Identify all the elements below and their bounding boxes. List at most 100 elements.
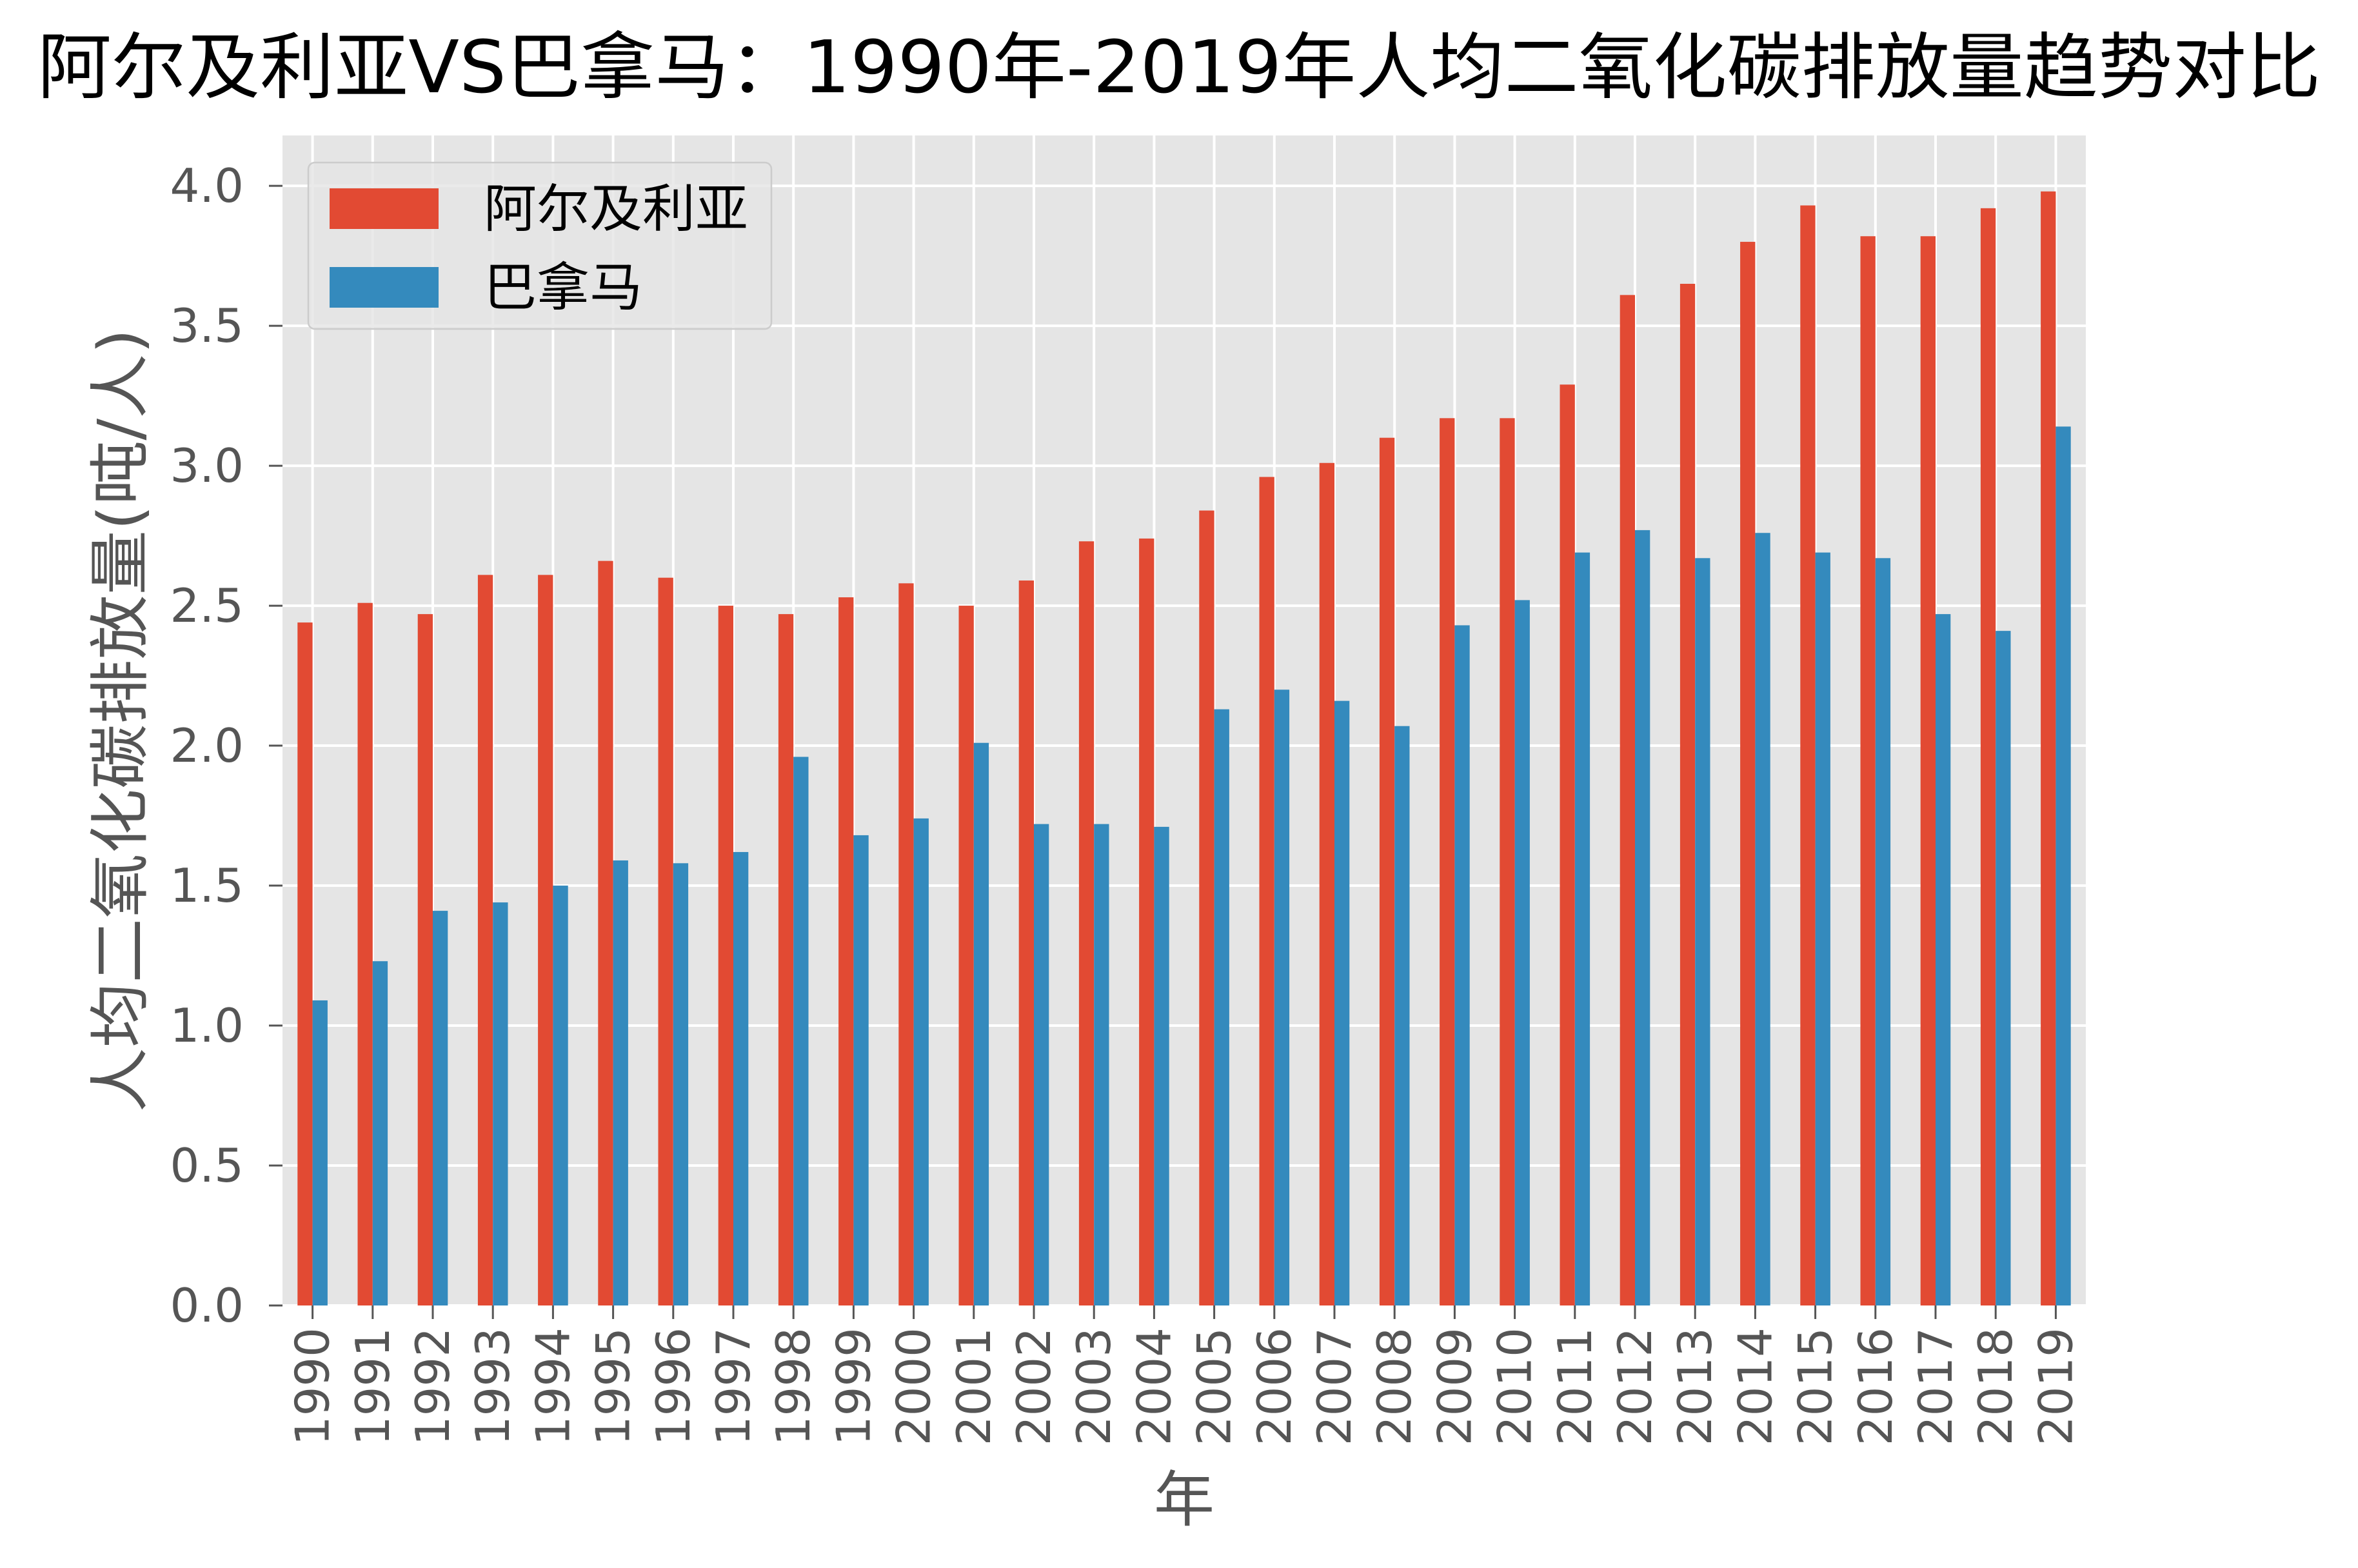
x-tick-labels: 1990 1991 1992 1993 1994 1995 1996 1997 1998 1999… — [286, 1327, 2083, 1445]
bars — [297, 191, 2071, 1306]
bar-algeria-1995 — [598, 561, 613, 1305]
y-axis-label: 人均二氧化碳排放量(吨/人) — [86, 329, 156, 1113]
bar-algeria-1998 — [778, 614, 794, 1306]
x-tick-label: 2002 — [1007, 1327, 1061, 1445]
bar-algeria-2014 — [1740, 241, 1756, 1306]
x-tick-label: 1995 — [586, 1327, 640, 1445]
bar-algeria-1997 — [718, 606, 733, 1305]
bar-panama-1997 — [733, 851, 749, 1305]
x-tick-label: 2011 — [1548, 1327, 1602, 1445]
x-tick-label: 2017 — [1908, 1327, 1963, 1445]
y-tick-label: 3.5 — [170, 299, 244, 353]
bar-algeria-2010 — [1500, 418, 1515, 1305]
bar-algeria-2007 — [1319, 462, 1334, 1306]
bar-algeria-2013 — [1679, 284, 1696, 1306]
bar-panama-2007 — [1334, 700, 1350, 1305]
x-tick-label: 2006 — [1247, 1327, 1302, 1445]
bar-panama-2009 — [1454, 625, 1470, 1306]
x-tick-label: 2000 — [887, 1327, 941, 1445]
legend-label-algeria: 阿尔及利亚 — [484, 179, 748, 239]
bar-panama-1990 — [312, 1000, 328, 1305]
bar-algeria-2009 — [1440, 418, 1455, 1305]
x-tick-label: 2009 — [1427, 1327, 1481, 1445]
x-tick-label: 2010 — [1488, 1327, 1542, 1445]
bar-panama-2017 — [1936, 614, 1951, 1306]
bar-panama-2014 — [1755, 533, 1770, 1305]
x-tick-label: 2012 — [1608, 1327, 1662, 1445]
bar-panama-2006 — [1274, 690, 1290, 1305]
bar-algeria-1992 — [417, 614, 433, 1306]
bar-algeria-1994 — [538, 575, 553, 1305]
x-tick-label: 2008 — [1367, 1327, 1422, 1445]
bar-algeria-2001 — [958, 606, 974, 1305]
bar-panama-2016 — [1875, 558, 1891, 1305]
bar-panama-2019 — [2056, 426, 2071, 1306]
y-tick-label: 1.0 — [170, 998, 244, 1053]
y-tick-label: 1.5 — [170, 858, 244, 913]
x-tick-label: 2005 — [1187, 1327, 1242, 1445]
bar-panama-2008 — [1394, 726, 1410, 1305]
bar-panama-2001 — [973, 742, 989, 1305]
bar-panama-2013 — [1695, 558, 1710, 1305]
x-tick-label: 2016 — [1848, 1327, 1903, 1445]
x-tick-label: 1996 — [646, 1327, 700, 1445]
bar-algeria-2004 — [1139, 538, 1154, 1305]
plot-area — [282, 135, 2086, 1305]
bar-algeria-2016 — [1860, 236, 1876, 1305]
bar-panama-2004 — [1154, 826, 1169, 1305]
bar-panama-2010 — [1514, 600, 1530, 1305]
bar-panama-2018 — [1996, 631, 2011, 1306]
y-tick-label: 4.0 — [170, 159, 244, 213]
bar-algeria-1999 — [838, 597, 854, 1305]
x-tick-label: 1992 — [406, 1327, 460, 1445]
x-tick-label: 2004 — [1127, 1327, 1181, 1445]
x-tick-label: 2013 — [1668, 1327, 1722, 1445]
x-tick-label: 1998 — [766, 1327, 820, 1445]
bar-algeria-1996 — [658, 577, 673, 1306]
bar-algeria-2019 — [2041, 191, 2056, 1306]
bar-algeria-2018 — [1980, 208, 1996, 1306]
bar-algeria-1993 — [477, 575, 493, 1305]
bar-algeria-2002 — [1018, 581, 1034, 1305]
bar-algeria-2012 — [1620, 295, 1635, 1305]
x-tick-label: 1994 — [526, 1327, 580, 1445]
y-tick-label: 2.0 — [170, 719, 244, 773]
legend-swatch-algeria — [330, 188, 439, 229]
x-tick-label: 2019 — [2028, 1327, 2083, 1445]
x-tick-label: 2001 — [947, 1327, 1001, 1445]
bar-panama-2005 — [1214, 709, 1229, 1305]
legend: 阿尔及利亚 巴拿马 — [307, 161, 773, 330]
x-axis-label: 年 — [1154, 1465, 1214, 1536]
y-tick-label: 2.5 — [170, 579, 244, 633]
x-tick-label: 2015 — [1788, 1327, 1843, 1445]
bar-panama-1995 — [613, 860, 628, 1305]
bar-algeria-2011 — [1560, 384, 1575, 1306]
bar-algeria-2015 — [1800, 205, 1816, 1306]
bar-panama-2002 — [1034, 824, 1049, 1305]
y-tick-label: 0.0 — [170, 1278, 244, 1333]
x-tick-label: 1991 — [346, 1327, 400, 1445]
bar-algeria-2003 — [1078, 541, 1095, 1306]
y-tick-label: 3.0 — [170, 439, 244, 493]
bar-panama-1998 — [793, 757, 809, 1305]
chart-title: 阿尔及利亚VS巴拿马：1990年-2019年人均二氧化碳排放量趋势对比 — [37, 26, 2321, 110]
bar-panama-1994 — [553, 886, 568, 1305]
x-tick-label: 2018 — [1968, 1327, 2023, 1445]
bar-panama-1993 — [493, 902, 508, 1305]
x-tick-label: 1993 — [466, 1327, 520, 1445]
bar-panama-2003 — [1094, 824, 1109, 1305]
bar-panama-2000 — [913, 818, 929, 1305]
bar-algeria-1991 — [357, 602, 373, 1305]
bar-algeria-2017 — [1920, 236, 1936, 1305]
x-tick-label: 2003 — [1067, 1327, 1121, 1445]
bar-algeria-1990 — [297, 622, 313, 1305]
x-tick-label: 1999 — [826, 1327, 880, 1445]
bar-panama-2012 — [1635, 530, 1650, 1305]
bar-panama-1991 — [372, 961, 388, 1305]
bar-panama-1999 — [853, 835, 869, 1305]
y-tick-labels: 0.0 0.5 1.0 1.5 2.0 2.5 3.0 3.5 4.0 — [170, 159, 244, 1333]
x-tick-label: 1997 — [706, 1327, 760, 1445]
y-tick-label: 0.5 — [170, 1138, 244, 1193]
bar-panama-1992 — [433, 911, 448, 1305]
